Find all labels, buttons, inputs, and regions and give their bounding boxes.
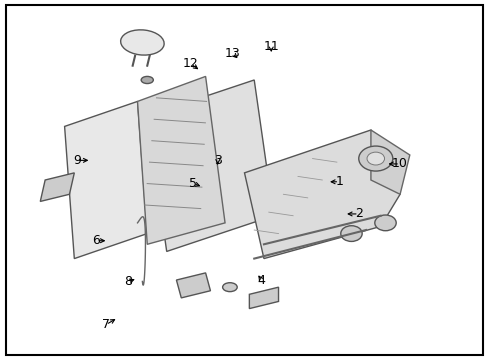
Polygon shape bbox=[147, 80, 273, 251]
Text: 4: 4 bbox=[257, 274, 265, 287]
Polygon shape bbox=[176, 273, 210, 298]
Text: 2: 2 bbox=[354, 207, 362, 220]
Polygon shape bbox=[249, 287, 278, 309]
Ellipse shape bbox=[121, 30, 164, 55]
Text: 6: 6 bbox=[92, 234, 100, 247]
Text: 8: 8 bbox=[123, 275, 132, 288]
Ellipse shape bbox=[141, 76, 153, 84]
Text: 5: 5 bbox=[189, 177, 197, 190]
Polygon shape bbox=[64, 102, 147, 258]
Text: 13: 13 bbox=[224, 47, 240, 60]
Polygon shape bbox=[40, 173, 74, 202]
Text: 10: 10 bbox=[391, 157, 407, 170]
Polygon shape bbox=[137, 76, 224, 244]
Circle shape bbox=[358, 146, 392, 171]
Polygon shape bbox=[370, 130, 409, 194]
Ellipse shape bbox=[222, 283, 237, 292]
Text: 1: 1 bbox=[335, 175, 343, 188]
Text: 12: 12 bbox=[183, 57, 199, 71]
Text: 11: 11 bbox=[263, 40, 279, 53]
Text: 9: 9 bbox=[73, 154, 81, 167]
Circle shape bbox=[366, 152, 384, 165]
Circle shape bbox=[374, 215, 395, 231]
Polygon shape bbox=[244, 130, 399, 258]
Circle shape bbox=[340, 226, 362, 242]
Text: 3: 3 bbox=[213, 154, 221, 167]
Text: 7: 7 bbox=[102, 318, 110, 331]
